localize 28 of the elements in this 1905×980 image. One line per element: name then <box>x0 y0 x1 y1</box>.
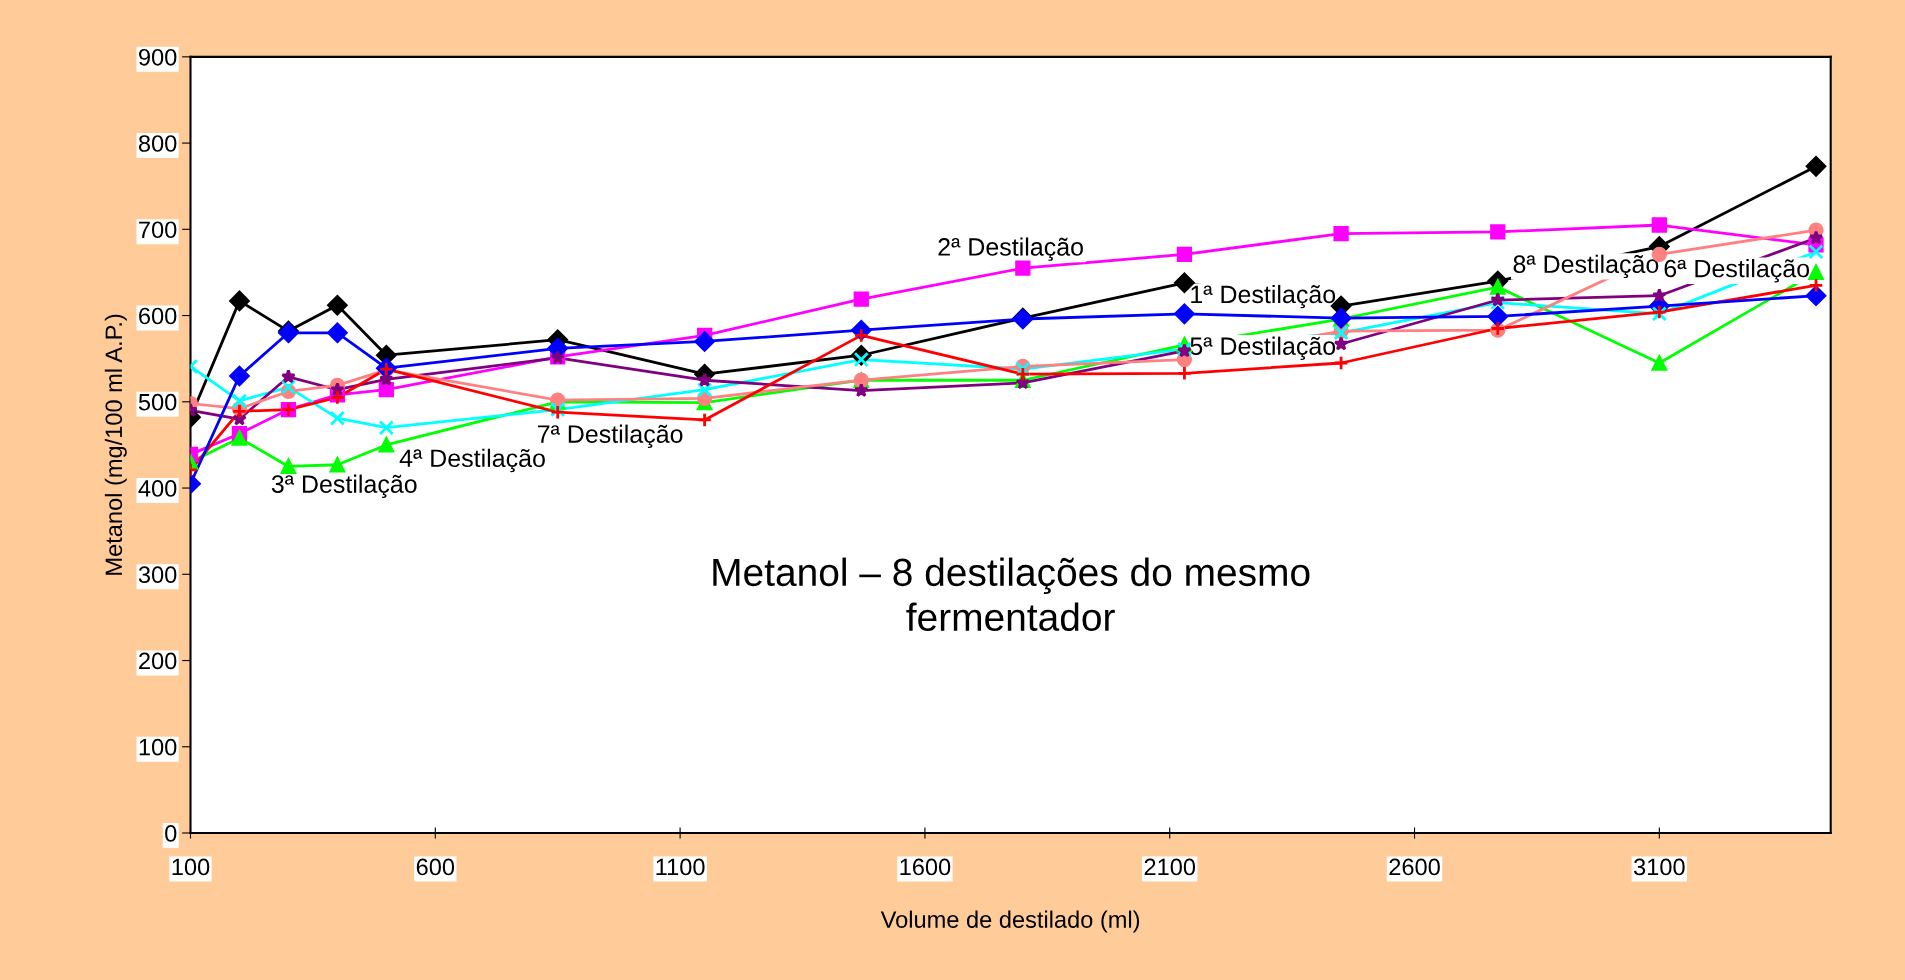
y-tick-label: 200 <box>139 652 177 670</box>
y-tick-label: 100 <box>139 738 177 756</box>
y-tick-label: 600 <box>139 307 177 325</box>
y-axis-title: Metanol (mg/100 ml A.P.) <box>104 314 127 575</box>
y-tick-label: 700 <box>139 221 177 239</box>
y-tick-label: 300 <box>138 566 177 584</box>
y-tick-label: 900 <box>139 48 177 66</box>
y-tick-label: 800 <box>138 135 177 152</box>
annotation: 8ª Destilação <box>1513 254 1659 279</box>
x-tick-label: 2600 <box>1389 858 1440 876</box>
annotation: 6ª Destilação <box>1664 259 1810 283</box>
x-tick-label: 600 <box>416 858 455 876</box>
x-axis-title: Volume de destilado (ml) <box>880 910 1140 933</box>
x-tick-label: 1100 <box>656 858 705 876</box>
y-tick-label: 400 <box>138 480 177 497</box>
y-tick-label: 500 <box>138 393 177 411</box>
x-tick-label: 1600 <box>900 858 951 876</box>
annotation: 1ª Destilação <box>1191 284 1336 309</box>
annotation: 4ª Destilação <box>399 448 545 473</box>
annotation: 5ª Destilação <box>1190 336 1336 361</box>
x-tick-label: 100 <box>172 858 210 876</box>
y-tick-label: 0 <box>165 825 177 842</box>
annotation: 3ª Destilação <box>271 474 417 499</box>
annotation: 2ª Destilação <box>938 237 1083 261</box>
annotation: 7ª Destilação <box>537 424 683 448</box>
text: Metanol – 8 destilações do mesmo fermentador <box>713 557 1310 632</box>
x-tick-label: 3100 <box>1633 858 1685 876</box>
x-tick-label: 2100 <box>1144 858 1196 876</box>
